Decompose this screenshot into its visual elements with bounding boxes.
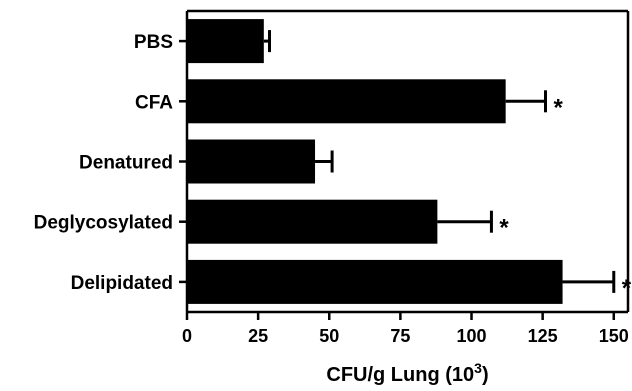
x-tick-label-75: 75 bbox=[390, 326, 410, 346]
y-category-labels: PBS CFA Denatured Deglycosylated Delipidated bbox=[34, 32, 187, 294]
category-label-denatured: Denatured bbox=[79, 153, 173, 174]
bar-cfa bbox=[187, 79, 506, 124]
x-axis-title: CFU/g Lung (103) bbox=[326, 360, 488, 386]
x-ticks-layer: 0 25 50 75 100 125 150 bbox=[182, 312, 629, 346]
x-tick-label-25: 25 bbox=[248, 326, 268, 346]
category-label-pbs: PBS bbox=[134, 32, 173, 53]
category-label-delipidated: Delipidated bbox=[71, 273, 173, 294]
bar-delipidated bbox=[187, 259, 563, 304]
significance-marker-cfa: * bbox=[553, 94, 563, 121]
x-axis-title-superscript: 3 bbox=[474, 360, 482, 376]
x-axis-title-suffix: ) bbox=[482, 364, 489, 386]
category-label-cfa: CFA bbox=[135, 92, 173, 113]
bar-denatured bbox=[187, 139, 316, 184]
category-label-deglycosylated: Deglycosylated bbox=[34, 213, 173, 234]
error-bars-layer bbox=[263, 30, 616, 293]
x-tick-label-0: 0 bbox=[182, 326, 192, 346]
x-tick-label-150: 150 bbox=[599, 326, 629, 346]
x-tick-label-125: 125 bbox=[528, 326, 558, 346]
significance-marker-deglycosylated: * bbox=[499, 215, 509, 242]
x-tick-label-50: 50 bbox=[319, 326, 339, 346]
bar-pbs bbox=[187, 19, 264, 64]
x-axis-title-main: CFU/g Lung (10 bbox=[326, 364, 474, 386]
bars-layer bbox=[187, 19, 563, 304]
x-tick-label-100: 100 bbox=[456, 326, 486, 346]
bar-deglycosylated bbox=[187, 199, 438, 244]
